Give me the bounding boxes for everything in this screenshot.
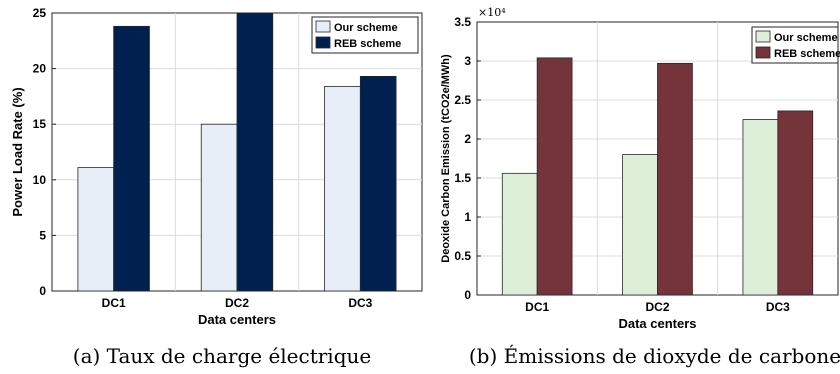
y-tick-label: 10 <box>33 173 47 187</box>
y-tick-label: 15 <box>33 117 47 131</box>
bar-reb-scheme-dc1 <box>113 25 150 292</box>
legend-label-reb-scheme: REB scheme <box>774 48 840 60</box>
bar-our-scheme-dc3 <box>742 119 779 296</box>
x-tick-labels: DC1 DC2 DC3 <box>525 300 790 314</box>
y-tick-label: 25 <box>33 6 47 20</box>
y-tick-label: 0.5 <box>454 249 471 263</box>
bar-our-scheme-dc1 <box>501 172 538 296</box>
bar-reb-scheme-dc3 <box>777 110 814 296</box>
legend-swatch-our-scheme <box>755 30 771 43</box>
x-axis-label: Data centers <box>618 316 696 331</box>
legend-swatch-reb-scheme <box>315 36 331 49</box>
bars <box>501 57 814 296</box>
y-tick-labels: 0 5 10 15 20 25 <box>33 6 47 298</box>
legend-label-reb-scheme: REB scheme <box>334 38 401 50</box>
chart-power-load-rate: 0 5 10 15 20 25 DC1 DC2 DC3 Data centers Power … <box>10 6 423 368</box>
bars <box>77 12 397 292</box>
x-tick-label: DC3 <box>348 296 372 310</box>
x-tick-label: DC3 <box>766 300 790 314</box>
y-tick-labels: 0 0.5 1 1.5 2 2.5 3 3.5 <box>454 15 471 302</box>
y-axis-label: Deoxide Carbon Emission (tCO2e/MWh) <box>440 54 452 263</box>
bar-reb-scheme-dc2 <box>236 12 274 292</box>
legend-label-our-scheme: Our scheme <box>774 32 838 44</box>
legend-swatch-reb-scheme <box>755 46 771 59</box>
chart-carbon-emission: 0 0.5 1 1.5 2 2.5 3 3.5 DC1 DC2 DC3 ×10⁴ Data cen… <box>440 6 840 368</box>
bar-our-scheme-dc1 <box>77 167 115 292</box>
x-tick-label: DC2 <box>225 296 249 310</box>
y-tick-label: 1.5 <box>454 171 471 185</box>
y-tick-label: 3.5 <box>454 15 471 29</box>
x-tick-label: DC1 <box>102 296 126 310</box>
x-tick-label: DC2 <box>645 300 669 314</box>
y-tick-label: 0 <box>39 284 46 298</box>
caption: (b) Émissions de dioxyde de carbone <box>469 344 840 368</box>
x-tick-labels: DC1 DC2 DC3 <box>102 296 373 310</box>
bar-reb-scheme-dc1 <box>536 57 573 296</box>
y-tick-label: 5 <box>39 228 46 242</box>
legend-swatch-our-scheme <box>315 20 331 33</box>
y-tick-label: 3 <box>464 54 471 68</box>
caption: (a) Taux de charge électrique <box>73 344 371 368</box>
bar-reb-scheme-dc2 <box>657 62 693 296</box>
bar-our-scheme-dc2 <box>200 123 238 292</box>
legend: Our scheme REB scheme <box>751 26 840 64</box>
legend-label-our-scheme: Our scheme <box>334 22 398 34</box>
x-tick-label: DC1 <box>525 300 549 314</box>
y-axis-exponent: ×10⁴ <box>478 6 506 19</box>
y-tick-label: 2 <box>464 132 471 146</box>
bar-our-scheme-dc3 <box>324 85 361 292</box>
bar-reb-scheme-dc3 <box>359 75 397 292</box>
y-tick-label: 2.5 <box>454 93 471 107</box>
legend: Our scheme REB scheme <box>311 16 419 54</box>
y-tick-label: 0 <box>464 288 471 302</box>
x-axis-label: Data centers <box>198 312 276 327</box>
y-tick-label: 20 <box>33 62 47 76</box>
y-axis-label: Power Load Rate (%) <box>10 87 25 216</box>
bar-our-scheme-dc2 <box>622 154 658 296</box>
y-tick-label: 1 <box>464 210 471 224</box>
